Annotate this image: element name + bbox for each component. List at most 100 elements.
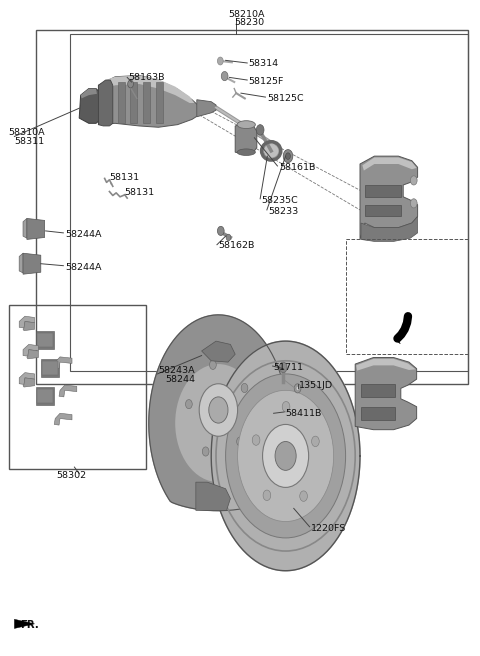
- Polygon shape: [360, 156, 418, 239]
- Text: 58311: 58311: [14, 136, 45, 146]
- Text: 58131: 58131: [124, 188, 154, 197]
- Text: 58161B: 58161B: [279, 163, 316, 172]
- Text: 58244A: 58244A: [65, 263, 101, 272]
- Text: 58314: 58314: [249, 59, 279, 68]
- Bar: [36, 331, 54, 349]
- Polygon shape: [98, 75, 199, 127]
- Circle shape: [256, 125, 264, 135]
- Polygon shape: [202, 341, 235, 362]
- Polygon shape: [143, 82, 150, 123]
- Polygon shape: [196, 482, 230, 510]
- Text: 58230: 58230: [234, 18, 264, 28]
- Text: FR.: FR.: [20, 619, 39, 630]
- Bar: [36, 387, 54, 405]
- Bar: [346, 239, 468, 354]
- Circle shape: [128, 80, 133, 88]
- Polygon shape: [23, 378, 35, 387]
- Bar: [361, 407, 395, 420]
- Text: 51711: 51711: [274, 363, 303, 372]
- Circle shape: [237, 437, 243, 446]
- Polygon shape: [118, 82, 125, 123]
- Bar: [365, 185, 401, 197]
- Polygon shape: [59, 385, 77, 397]
- Polygon shape: [19, 316, 35, 328]
- Polygon shape: [361, 216, 418, 241]
- Bar: [361, 384, 395, 397]
- Polygon shape: [79, 89, 101, 123]
- Text: 58162B: 58162B: [218, 241, 255, 251]
- Polygon shape: [54, 413, 72, 425]
- Ellipse shape: [237, 149, 255, 155]
- Circle shape: [275, 441, 296, 470]
- Polygon shape: [355, 358, 417, 430]
- Circle shape: [263, 490, 271, 501]
- Text: 58125C: 58125C: [267, 94, 303, 103]
- Bar: [365, 205, 401, 216]
- Circle shape: [226, 234, 231, 241]
- Polygon shape: [106, 75, 194, 103]
- Polygon shape: [395, 336, 400, 344]
- Polygon shape: [54, 357, 72, 369]
- Circle shape: [312, 436, 319, 447]
- Polygon shape: [23, 321, 35, 331]
- Circle shape: [175, 364, 262, 482]
- Ellipse shape: [264, 144, 279, 158]
- Circle shape: [210, 360, 216, 369]
- Circle shape: [282, 401, 290, 412]
- Text: 58163B: 58163B: [129, 73, 165, 82]
- Polygon shape: [23, 344, 38, 356]
- Circle shape: [296, 386, 299, 390]
- Circle shape: [252, 435, 260, 445]
- Text: 1351JD: 1351JD: [299, 381, 333, 390]
- Text: 58310A: 58310A: [9, 128, 45, 137]
- Text: 1220FS: 1220FS: [311, 523, 346, 533]
- Text: 58210A: 58210A: [228, 10, 264, 19]
- Text: 58244A: 58244A: [65, 230, 101, 239]
- Polygon shape: [156, 82, 163, 123]
- Circle shape: [410, 176, 417, 185]
- Polygon shape: [27, 218, 45, 239]
- Bar: [42, 361, 58, 375]
- Polygon shape: [27, 350, 38, 359]
- Text: 58244: 58244: [166, 375, 196, 384]
- Bar: [37, 333, 53, 347]
- Ellipse shape: [237, 121, 255, 129]
- Circle shape: [186, 400, 192, 409]
- Circle shape: [226, 374, 346, 538]
- Polygon shape: [98, 80, 113, 126]
- Polygon shape: [19, 373, 35, 384]
- Circle shape: [221, 72, 228, 81]
- Polygon shape: [362, 157, 417, 171]
- Polygon shape: [149, 315, 288, 510]
- Polygon shape: [19, 253, 23, 273]
- Polygon shape: [356, 359, 416, 371]
- Circle shape: [238, 390, 334, 522]
- Bar: [70, 34, 468, 371]
- Circle shape: [202, 447, 209, 456]
- Text: 58131: 58131: [109, 173, 140, 182]
- Polygon shape: [23, 253, 41, 274]
- Bar: [9, 305, 146, 469]
- Circle shape: [279, 362, 287, 373]
- Circle shape: [286, 153, 290, 159]
- Circle shape: [199, 384, 238, 436]
- Polygon shape: [235, 123, 257, 154]
- Circle shape: [410, 199, 417, 208]
- Circle shape: [209, 397, 228, 423]
- Polygon shape: [211, 341, 360, 571]
- Bar: [37, 389, 53, 403]
- Text: 58302: 58302: [57, 471, 87, 480]
- Circle shape: [283, 150, 293, 163]
- Circle shape: [294, 384, 301, 393]
- Polygon shape: [81, 89, 97, 98]
- Polygon shape: [23, 218, 27, 238]
- Text: 58243A: 58243A: [158, 366, 195, 375]
- Text: 58411B: 58411B: [286, 409, 322, 418]
- Text: 58233: 58233: [268, 207, 298, 216]
- Circle shape: [300, 491, 307, 501]
- Text: 58235C: 58235C: [262, 195, 299, 205]
- Polygon shape: [14, 619, 35, 628]
- Circle shape: [217, 57, 223, 65]
- Polygon shape: [130, 82, 137, 123]
- Circle shape: [241, 383, 248, 392]
